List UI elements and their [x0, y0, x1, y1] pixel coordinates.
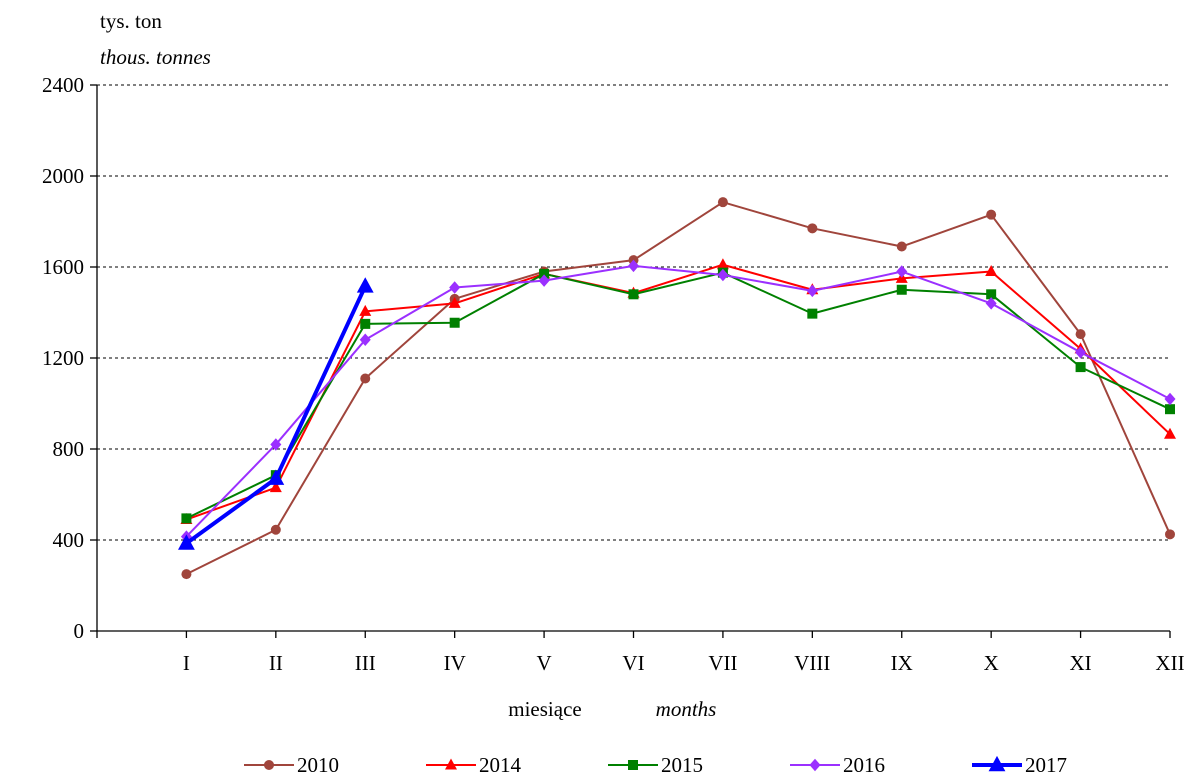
series-2017	[178, 277, 374, 550]
legend-label: 2017	[1025, 753, 1067, 777]
legend-marker	[628, 760, 638, 770]
data-point	[270, 438, 282, 451]
data-point	[360, 318, 371, 329]
series-2015	[181, 267, 1175, 524]
data-point	[806, 284, 818, 298]
x-tick-label: III	[355, 651, 376, 675]
x-tick-label: XII	[1155, 651, 1184, 675]
x-tick-label: IV	[444, 651, 466, 675]
data-point	[359, 333, 371, 347]
data-point	[1165, 404, 1175, 415]
series-2016	[180, 259, 1176, 543]
data-point	[1164, 392, 1176, 406]
series-line-2015	[185, 271, 1171, 520]
x-tick-label: VII	[708, 651, 737, 675]
legend-item-2016: 2016	[790, 753, 885, 777]
y-tick-label: 400	[53, 528, 85, 552]
data-point	[449, 317, 460, 328]
y-axis-label-en: thous. tonnes	[100, 45, 211, 69]
x-tick-label: V	[536, 651, 551, 675]
axes	[90, 84, 1171, 638]
x-tick-label: X	[984, 651, 999, 675]
legend: 2010 2014 2015 2016 2017	[244, 753, 1067, 777]
data-point	[360, 373, 371, 384]
x-tick-label: VI	[622, 651, 644, 675]
data-point	[717, 268, 729, 282]
data-point	[181, 569, 192, 580]
data-point	[628, 289, 639, 300]
y-tick-label: 1200	[42, 346, 84, 370]
series-group	[178, 197, 1176, 580]
legend-item-2014: 2014	[426, 753, 522, 777]
legend-label: 2014	[479, 753, 522, 777]
data-point	[1165, 529, 1175, 540]
data-point	[269, 481, 282, 493]
legend-label: 2010	[297, 753, 339, 777]
data-point	[270, 524, 281, 535]
y-axis-label: tys. ton	[100, 9, 162, 33]
data-point	[896, 284, 907, 295]
data-point	[356, 277, 374, 293]
data-point	[359, 304, 372, 316]
legend-item-2010: 2010	[244, 753, 339, 777]
data-point	[896, 265, 908, 278]
data-point	[717, 197, 728, 208]
data-point	[985, 297, 997, 310]
data-point	[1075, 329, 1086, 340]
data-point	[628, 259, 639, 273]
data-point	[539, 268, 550, 279]
legend-marker	[988, 755, 1006, 772]
data-point	[181, 513, 192, 524]
y-tick-label: 2400	[42, 73, 84, 97]
x-axis-label: miesiące	[508, 697, 581, 721]
legend-item-2017: 2017	[972, 753, 1067, 777]
legend-marker	[809, 758, 821, 772]
x-tick-labels: I II III IV V VI VII VIII IX X XI XII	[183, 651, 1185, 675]
x-tick-label: XI	[1069, 651, 1091, 675]
data-point	[1075, 362, 1086, 373]
data-point	[1164, 427, 1176, 439]
y-tick-label: 1600	[42, 255, 84, 279]
data-point	[807, 308, 818, 319]
data-point	[449, 281, 461, 294]
data-point	[986, 289, 997, 300]
data-point	[986, 209, 997, 220]
legend-marker	[445, 758, 457, 770]
series-2014	[180, 258, 1176, 525]
data-point	[538, 274, 550, 287]
y-tick-label: 800	[53, 437, 85, 461]
legend-label: 2016	[843, 753, 885, 777]
data-point	[1075, 346, 1087, 359]
y-tick-labels: 0 400 800 1200 1600 2000 2400	[42, 73, 84, 643]
data-point	[178, 534, 195, 550]
x-axis-label-en: months	[656, 697, 717, 721]
legend-item-2015: 2015	[608, 753, 703, 777]
data-point	[448, 296, 461, 308]
y-tick-label: 2000	[42, 164, 84, 188]
series-line-2010	[185, 201, 1171, 576]
legend-marker	[264, 760, 274, 770]
data-point	[896, 241, 907, 252]
data-point	[267, 469, 285, 485]
x-tick-label: II	[269, 651, 283, 675]
data-point	[985, 265, 998, 277]
data-point	[716, 258, 729, 270]
x-tick-label: I	[183, 651, 190, 675]
y-tick-label: 0	[74, 619, 85, 643]
series-line-2014	[186, 263, 1171, 521]
series-2010	[181, 197, 1175, 580]
series-line-2016	[185, 264, 1171, 538]
x-tick-label: IX	[891, 651, 913, 675]
x-tick-label: VIII	[794, 651, 830, 675]
legend-label: 2015	[661, 753, 703, 777]
data-point	[807, 223, 818, 234]
